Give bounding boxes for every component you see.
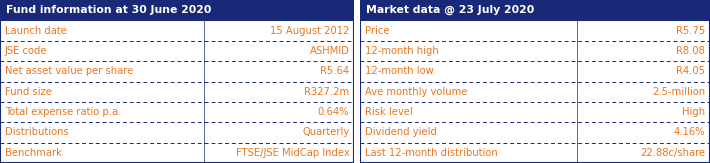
Bar	[360, 0, 710, 20]
Text: High: High	[682, 107, 705, 117]
Text: 2.5-million: 2.5-million	[652, 87, 705, 97]
Bar	[360, 20, 710, 41]
Text: Fund size: Fund size	[5, 87, 52, 97]
Text: Price: Price	[365, 26, 390, 36]
Bar	[0, 143, 354, 163]
Text: R5.64: R5.64	[320, 66, 349, 76]
Text: R327.2m: R327.2m	[304, 87, 349, 97]
Text: Distributions: Distributions	[5, 127, 69, 137]
Text: Last 12-month distribution: Last 12-month distribution	[365, 148, 498, 158]
Bar	[360, 122, 710, 143]
Text: Net asset value per share: Net asset value per share	[5, 66, 133, 76]
Bar	[360, 61, 710, 82]
Text: 0.64%: 0.64%	[318, 107, 349, 117]
Bar	[0, 41, 354, 61]
Text: Quarterly: Quarterly	[302, 127, 349, 137]
Text: FTSE/JSE MidCap Index: FTSE/JSE MidCap Index	[236, 148, 349, 158]
Text: R4.05: R4.05	[676, 66, 705, 76]
Text: 22.88c/share: 22.88c/share	[640, 148, 705, 158]
Bar	[360, 0, 710, 163]
Bar	[0, 20, 354, 41]
Bar	[360, 41, 710, 61]
Text: JSE code: JSE code	[5, 46, 48, 56]
Text: Dividend yield: Dividend yield	[365, 127, 437, 137]
Text: Benchmark: Benchmark	[5, 148, 62, 158]
Bar	[354, 0, 360, 163]
Bar	[0, 102, 354, 122]
Bar	[360, 143, 710, 163]
Text: Ave monthly volume: Ave monthly volume	[365, 87, 467, 97]
Bar	[360, 82, 710, 102]
Text: R8.08: R8.08	[676, 46, 705, 56]
Text: 15 August 2012: 15 August 2012	[270, 26, 349, 36]
Text: Fund information at 30 June 2020: Fund information at 30 June 2020	[6, 5, 211, 15]
Text: 12-month low: 12-month low	[365, 66, 434, 76]
Bar	[0, 82, 354, 102]
Bar	[0, 0, 354, 163]
Text: Launch date: Launch date	[5, 26, 67, 36]
Text: Risk level: Risk level	[365, 107, 413, 117]
Bar	[0, 61, 354, 82]
Text: Market data @ 23 July 2020: Market data @ 23 July 2020	[366, 5, 534, 15]
Bar	[0, 0, 354, 20]
Text: 12-month high: 12-month high	[365, 46, 439, 56]
Bar	[0, 122, 354, 143]
Text: ASHMID: ASHMID	[310, 46, 349, 56]
Text: R5.75: R5.75	[676, 26, 705, 36]
Text: 4.16%: 4.16%	[673, 127, 705, 137]
Bar	[360, 102, 710, 122]
Text: Total expense ratio p.a.: Total expense ratio p.a.	[5, 107, 121, 117]
